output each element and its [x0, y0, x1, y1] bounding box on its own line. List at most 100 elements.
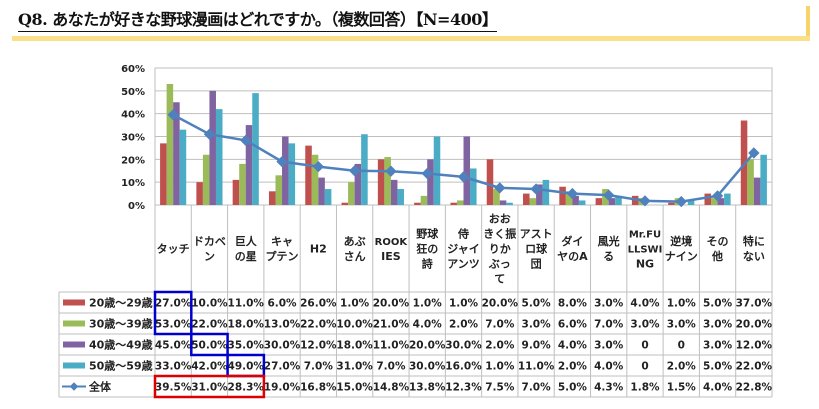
table-cell: 18.0% — [336, 340, 373, 352]
y-tick-label: 0% — [128, 201, 145, 212]
table-cell: 22.0% — [300, 319, 337, 331]
table-cell: 13.8% — [409, 382, 446, 394]
table-cell: 2.0% — [558, 361, 588, 373]
bar-30歳～39歳 — [348, 182, 355, 205]
bar-20歳～29歳 — [559, 186, 566, 205]
bar-40歳～49歳 — [427, 159, 434, 205]
table-cell: 11.0% — [228, 298, 265, 310]
category-label: LLSWI — [628, 245, 663, 256]
table-cell: 3.0% — [667, 319, 697, 331]
table-cell: 0 — [641, 361, 648, 373]
bar-20歳～29歳 — [377, 159, 385, 205]
line-marker — [639, 195, 651, 207]
category-label: H2 — [310, 243, 327, 256]
bar-20歳～29歳 — [704, 193, 712, 205]
table-cell: 4.0% — [703, 382, 733, 394]
legend-label: 20歳～29歳 — [89, 296, 153, 310]
bar-40歳～49歳 — [717, 198, 725, 205]
table-cell: 7.0% — [376, 361, 406, 373]
table-cell: 16.8% — [300, 382, 337, 394]
category-label: アスト — [520, 228, 553, 241]
table-cell: 3.0% — [522, 319, 552, 331]
table-cell: 10.0% — [191, 298, 228, 310]
table-cell: 27.0% — [264, 361, 301, 373]
line-marker — [748, 147, 760, 159]
legend-key-50歳～59歳 — [63, 362, 85, 369]
legend-key-marker — [69, 382, 79, 391]
bar-40歳～49歳 — [499, 200, 507, 205]
table-cell: 1.0% — [449, 298, 479, 310]
line-marker — [457, 171, 470, 183]
bar-20歳～29歳 — [160, 143, 167, 205]
table-cell: 15.0% — [336, 382, 373, 394]
category-label: ROOK — [375, 237, 409, 248]
table-cell: 28.3% — [228, 382, 265, 394]
table-cell: 20.0% — [373, 298, 410, 310]
table-cell: 1.0% — [667, 298, 697, 310]
table-cell: 30.0% — [445, 340, 482, 352]
category-label: IES — [381, 250, 401, 263]
legend-label: 40歳～49歳 — [89, 338, 153, 352]
table-cell: 22.8% — [736, 382, 773, 394]
table-cell: 22.0% — [736, 361, 773, 373]
bar-40歳～49歳 — [536, 184, 543, 205]
table-cell: 19.0% — [264, 382, 301, 394]
bar-20歳～29歳 — [196, 182, 203, 205]
table-cell: 35.0% — [228, 340, 265, 352]
line-marker — [276, 155, 288, 168]
bar-20歳～29歳 — [305, 145, 312, 205]
bar-40歳～49歳 — [282, 136, 289, 205]
table-cell: 2.0% — [667, 361, 697, 373]
table-cell: 39.5% — [155, 382, 192, 394]
line-marker — [494, 182, 506, 194]
table-cell: 7.0% — [485, 319, 515, 331]
bar-40歳～49歳 — [209, 90, 216, 205]
table-cell: 33.0% — [155, 361, 192, 373]
category-label: おお — [489, 213, 511, 226]
category-label: NG — [636, 258, 654, 271]
table-cell: 22.0% — [191, 319, 228, 331]
title-frame — [14, 6, 810, 36]
legend-key-30歳～39歳 — [63, 320, 85, 327]
bar-50歳～59歳 — [179, 129, 187, 205]
category-label: 団 — [531, 257, 542, 271]
bar-30歳～39歳 — [275, 175, 283, 205]
category-label: 逆境 — [670, 234, 692, 248]
bar-20歳～29歳 — [232, 179, 240, 205]
table-cell: 30.0% — [409, 361, 446, 373]
category-label: キャ — [271, 235, 293, 248]
category-label: 他 — [711, 249, 723, 263]
table-cell: 16.0% — [445, 361, 482, 373]
bar-50歳～59歳 — [615, 195, 622, 205]
table-cell: 21.0% — [373, 319, 410, 331]
table-cell: 49.0% — [228, 361, 265, 373]
line-marker — [312, 160, 324, 173]
bar-50歳～59歳 — [506, 202, 513, 205]
bar-40歳～49歳 — [318, 177, 325, 205]
legend-label: 全体 — [88, 380, 112, 394]
bar-20歳～29歳 — [268, 191, 276, 205]
table-cell: 42.0% — [191, 361, 228, 373]
table-cell: 4.0% — [558, 340, 588, 352]
line-marker — [421, 167, 433, 180]
bar-20歳～29歳 — [450, 202, 457, 205]
bar-50歳～59歳 — [760, 154, 767, 205]
bar-20歳～29歳 — [341, 202, 349, 205]
table-cell: 7.5% — [485, 382, 515, 394]
category-label: ン — [204, 250, 215, 263]
bar-30歳～39歳 — [420, 195, 428, 205]
bar-40歳～49歳 — [463, 136, 471, 205]
table-cell: 20.0% — [736, 319, 773, 331]
table-cell: 1.0% — [485, 361, 515, 373]
legend-label: 30歳～39歳 — [89, 317, 153, 331]
bar-30歳～39歳 — [456, 200, 464, 205]
line-marker — [385, 165, 397, 177]
category-label: ロ球 — [525, 242, 548, 256]
line-marker — [675, 195, 687, 208]
table-cell: 3.0% — [703, 340, 733, 352]
bar-50歳～59歳 — [724, 193, 731, 205]
category-label: て — [494, 273, 505, 286]
bar-50歳～59歳 — [470, 168, 477, 205]
category-label: 狂の — [416, 242, 438, 256]
